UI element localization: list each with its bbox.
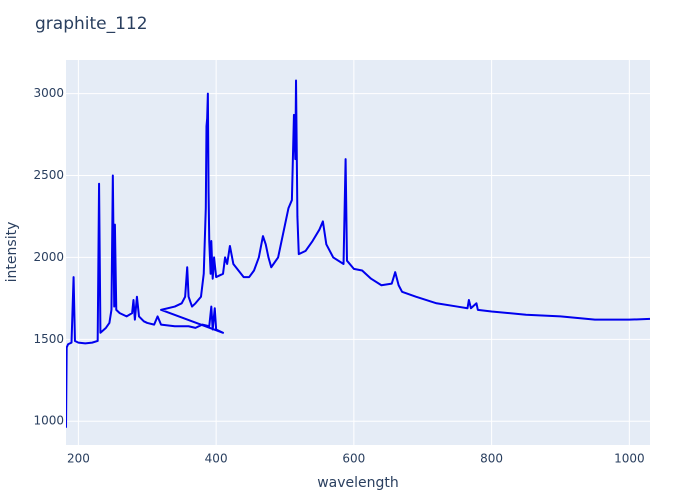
grid <box>66 60 650 445</box>
x-tick-label: 800 <box>480 452 503 466</box>
x-tick-label: 200 <box>67 452 90 466</box>
y-axis-label: intensity <box>4 222 20 283</box>
data-line <box>66 79 650 428</box>
y-tick-label: 1500 <box>33 332 64 346</box>
x-axis-label: wavelength <box>317 475 399 491</box>
chart-title: graphite_112 <box>35 14 148 34</box>
y-tick-label: 3000 <box>33 86 64 100</box>
y-tick-label: 2500 <box>33 168 64 182</box>
x-tick-label: 1000 <box>614 452 645 466</box>
plot-background <box>66 60 650 445</box>
plot-area <box>66 79 650 428</box>
x-tick-label: 400 <box>205 452 228 466</box>
x-tick-label: 600 <box>342 452 365 466</box>
y-tick-label: 1000 <box>33 414 64 428</box>
y-tick-label: 2000 <box>33 250 64 264</box>
